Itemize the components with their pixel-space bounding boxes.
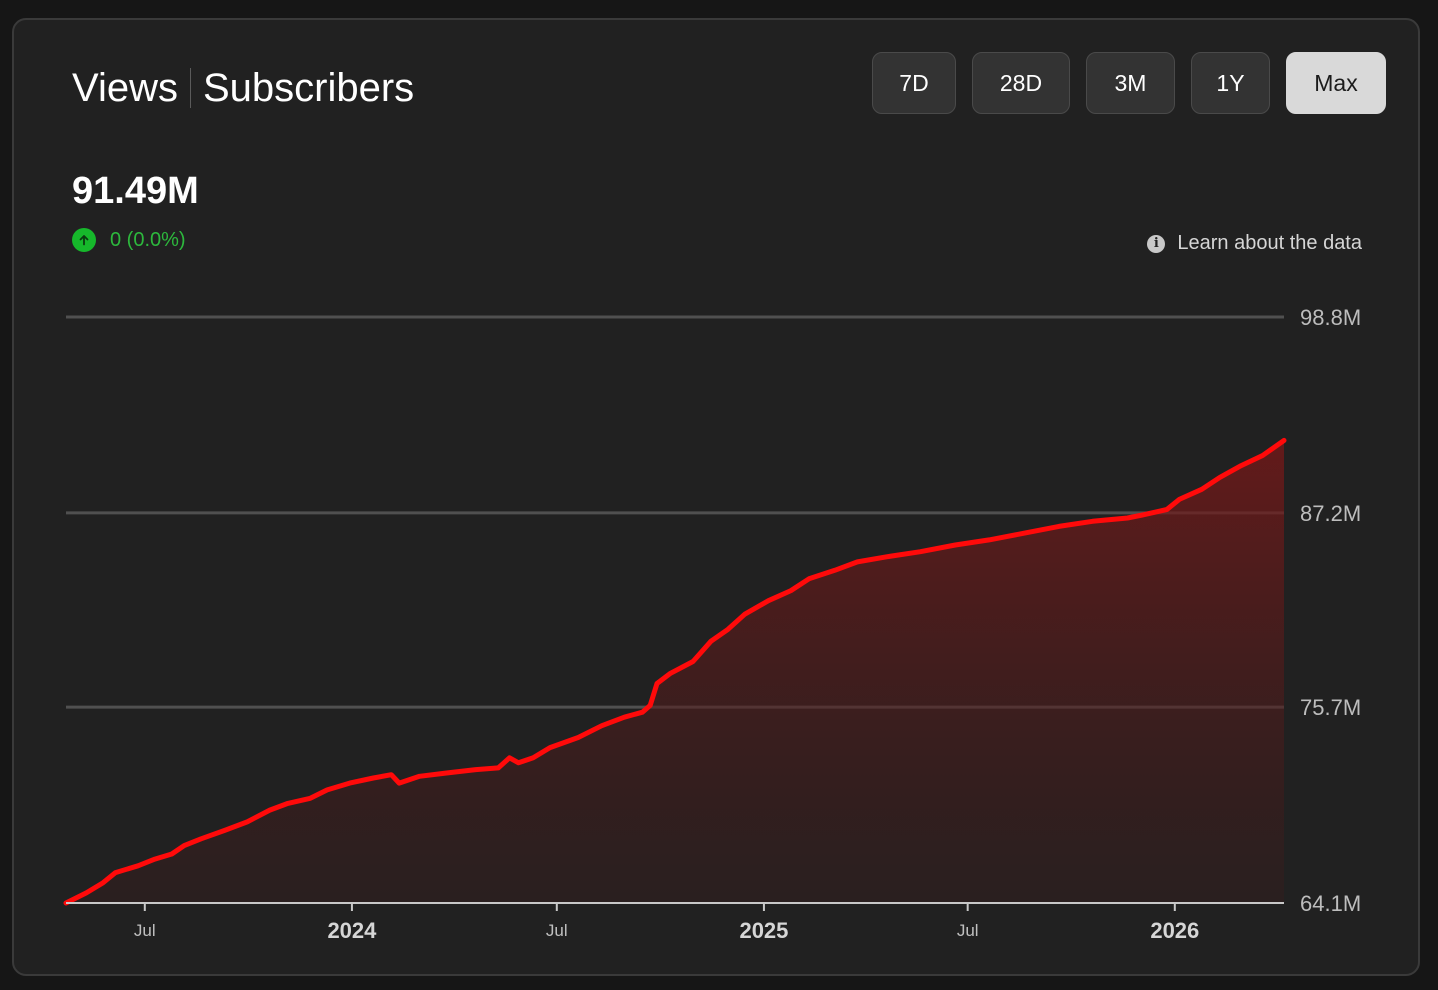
x-tick-label: Jul [134, 921, 156, 940]
y-tick-label: 87.2M [1300, 501, 1361, 526]
x-tick-label: Jul [546, 921, 568, 940]
change-indicator: 0 (0.0%) [72, 228, 186, 252]
y-tick-label: 64.1M [1300, 891, 1361, 916]
arrow-up-icon [72, 228, 96, 252]
y-tick-label: 75.7M [1300, 695, 1361, 720]
learn-about-data-label: Learn about the data [1177, 232, 1362, 254]
range-28d-button[interactable]: 28D [972, 52, 1070, 114]
info-icon: i [1147, 234, 1166, 253]
series-line [63, 437, 1287, 906]
range-selector: 7D 28D 3M 1Y Max [856, 52, 1386, 114]
tab-subscribers[interactable]: Subscribers [202, 66, 415, 110]
range-1y-button[interactable]: 1Y [1191, 52, 1270, 114]
x-tick-label: Jul [957, 921, 979, 940]
tab-divider [189, 68, 191, 108]
y-tick-label: 98.8M [1300, 305, 1361, 330]
metric-tabs: Views Subscribers [72, 64, 414, 112]
x-tick-label: 2024 [327, 918, 377, 943]
total-views-value: 91.49M [72, 170, 199, 212]
range-3m-button[interactable]: 3M [1086, 52, 1175, 114]
range-7d-button[interactable]: 7D [872, 52, 956, 114]
x-tick-label: 2026 [1150, 918, 1199, 943]
learn-about-data-link[interactable]: i Learn about the data [1147, 232, 1362, 255]
x-tick-label: 2025 [739, 918, 788, 943]
change-value: 0 (0.0%) [110, 228, 186, 251]
tab-views[interactable]: Views [72, 66, 178, 110]
range-max-button[interactable]: Max [1286, 52, 1386, 114]
